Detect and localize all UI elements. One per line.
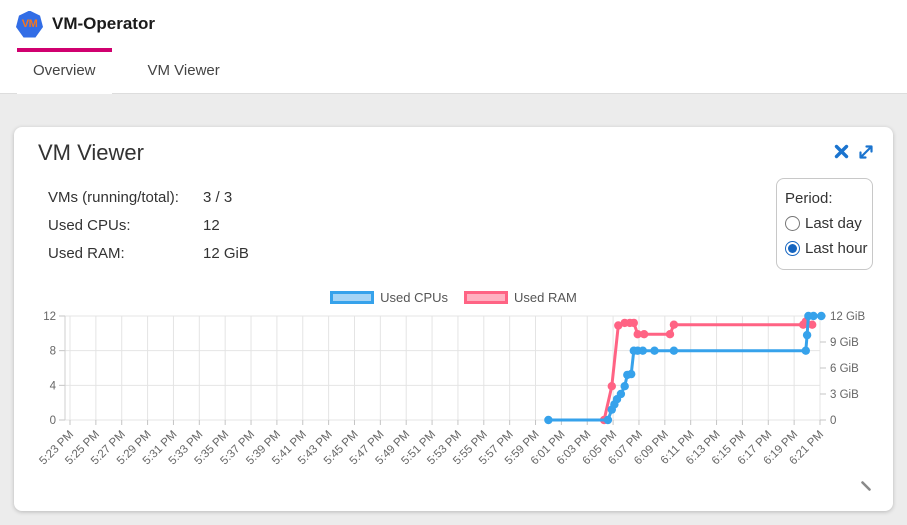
data-point-cpu [809,311,818,321]
data-point-ram [665,330,675,339]
chart-legend: Used CPUs Used RAM [14,290,893,305]
data-point-cpu [627,369,636,379]
right-axis-tick-label: 0 [830,415,836,427]
legend-label: Used CPUs [380,290,449,305]
data-point-ram [629,318,638,328]
data-point-cpu [620,382,629,391]
tab-vm-viewer-label: VM Viewer [147,62,220,79]
data-point-cpu [616,389,626,399]
left-axis-tick-label: 0 [50,415,56,427]
right-axis-tick-label: 9 GiB [830,337,859,349]
period-label: Period: [785,190,833,207]
period-group: Period: Last day Last hour [776,178,873,270]
tab-vm-viewer[interactable]: VM Viewer [132,48,236,93]
stat-value: 12 GiB [203,245,249,262]
data-point-cpu [650,346,659,355]
data-point-cpu [638,346,647,355]
legend-item-used-ram[interactable]: Used RAM [464,290,577,305]
data-point-cpu [603,415,613,425]
expand-button[interactable] [856,142,875,161]
vm-viewer-card: VM Viewer VMs (running/total): 3 / 3 Use… [14,127,893,511]
data-point-ram [639,330,649,339]
stat-label: Used CPUs: [48,217,131,234]
card-title: VM Viewer [38,140,144,165]
stat-row-ram: Used RAM: 12 GiB [48,240,249,268]
left-axis-tick-label: 4 [50,380,57,392]
legend-label: Used RAM [514,290,577,305]
data-point-cpu [669,346,679,355]
legend-item-used-cpus[interactable]: Used CPUs [330,290,448,305]
stat-value: 12 [203,217,220,234]
right-axis-tick-label: 12 GiB [830,311,865,323]
data-point-cpu [544,415,553,425]
stat-label: Used RAM: [48,245,125,262]
data-point-ram [808,320,817,329]
data-point-ram [614,321,623,330]
data-point-cpu [802,330,812,340]
close-button[interactable] [832,142,851,161]
card-actions [832,142,875,161]
right-axis-tick-label: 3 GiB [830,389,859,401]
legend-swatch-ram [464,291,509,304]
stat-label: VMs (running/total): [48,189,179,206]
right-axis-tick-label: 6 GiB [830,363,859,375]
data-point-cpu [817,311,826,321]
app-header: VM VM-Operator [0,0,907,48]
resize-handle-icon[interactable] [861,481,871,491]
tab-overview-label: Overview [33,62,96,79]
period-radio-last-hour[interactable] [785,241,800,256]
expand-icon [858,144,873,159]
stat-row-vms: VMs (running/total): 3 / 3 [48,184,249,212]
app-logo-text: VM [21,18,38,30]
legend-swatch-cpu [330,291,375,304]
period-option-label: Last day [805,215,862,232]
stats-list: VMs (running/total): 3 / 3 Used CPUs: 12… [48,184,249,268]
data-point-ram [607,382,616,391]
data-point-cpu [801,346,810,355]
tab-overview[interactable]: Overview [17,48,112,94]
period-option-last-day[interactable]: Last day [785,211,868,236]
app-title: VM-Operator [52,14,155,33]
data-point-ram [633,330,642,339]
series-line-cpu [546,314,823,422]
period-option-last-hour[interactable]: Last hour [785,236,868,261]
period-radio-last-day[interactable] [785,216,800,231]
app-logo-icon: VM [16,10,43,38]
data-point-ram [669,320,679,329]
close-icon [834,144,849,159]
left-axis-tick-label: 12 [43,311,56,323]
left-axis-tick-label: 8 [50,346,56,358]
stat-value: 3 / 3 [203,189,233,206]
period-option-label: Last hour [805,240,868,257]
stat-row-cpus: Used CPUs: 12 [48,212,249,240]
tab-bar: Overview VM Viewer [0,48,907,94]
